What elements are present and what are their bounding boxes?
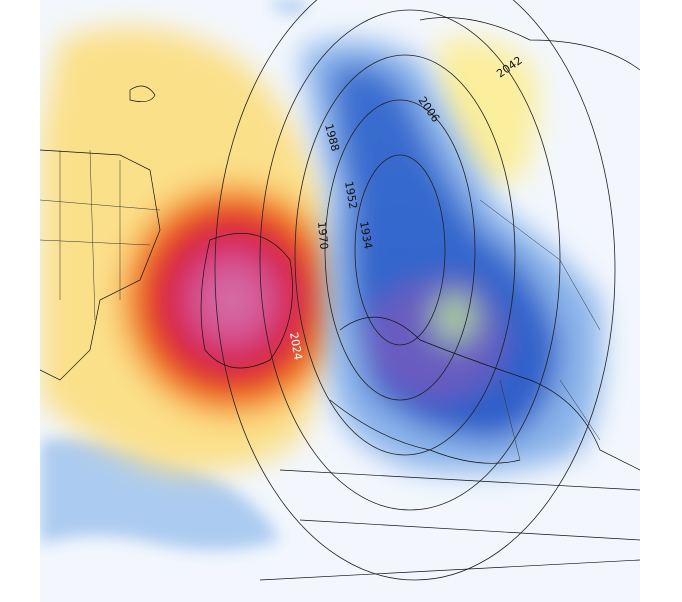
contour-label: 1934 xyxy=(357,220,375,250)
cold-anomaly xyxy=(300,39,603,473)
coastlines xyxy=(40,17,640,581)
map-area: 2042 2006 1988 1952 1970 1934 2024 xyxy=(40,0,640,602)
contour-label: 1952 xyxy=(342,180,360,210)
contour-label: 2024 xyxy=(287,331,305,361)
warm-anomaly xyxy=(40,26,538,473)
contour-label: 1970 xyxy=(315,221,330,250)
borders xyxy=(40,149,601,461)
water-patches xyxy=(40,0,310,550)
